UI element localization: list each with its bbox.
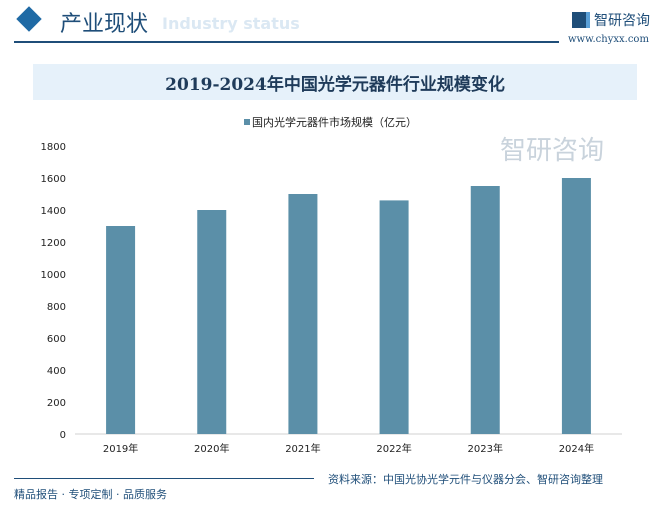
footer-tagline: 精品报告 · 专项定制 · 品质服务 — [14, 488, 167, 501]
x-tick-label: 2020年 — [194, 442, 229, 455]
brand-name: 智研咨询 — [594, 13, 650, 29]
y-tick-label: 1400 — [41, 206, 66, 217]
bar — [470, 186, 500, 434]
bar — [197, 210, 227, 434]
y-tick-label: 1800 — [41, 142, 66, 153]
y-tick-label: 400 — [47, 366, 66, 377]
x-tick-label: 2023年 — [468, 442, 503, 455]
x-tick-label: 2024年 — [559, 442, 594, 455]
watermark: 智研咨询 — [500, 136, 605, 166]
brand-url: www.chyxx.com — [568, 34, 649, 45]
x-tick-label: 2019年 — [103, 442, 138, 455]
x-tick-label: 2022年 — [376, 442, 411, 455]
y-tick-label: 1600 — [41, 174, 66, 185]
header-title: 产业现状 — [60, 12, 149, 37]
bar — [561, 178, 591, 434]
header-subtitle: Industry status — [162, 14, 300, 33]
bar — [379, 200, 409, 434]
x-tick-label: 2021年 — [285, 442, 320, 455]
legend-swatch — [244, 119, 250, 125]
logo-icon — [572, 12, 590, 28]
y-tick-label: 200 — [47, 398, 66, 409]
bar — [288, 194, 318, 434]
chart-title: 2019-2024年中国光学元器件行业规模变化 — [33, 64, 637, 100]
y-tick-label: 1200 — [41, 238, 66, 249]
footer-divider — [14, 478, 314, 479]
legend: 国内光学元器件市场规模（亿元） — [244, 114, 417, 130]
y-tick-label: 0 — [60, 430, 66, 441]
legend-label: 国内光学元器件市场规模（亿元） — [252, 116, 417, 129]
brand-logo: 智研咨询 — [572, 10, 650, 30]
header-divider — [14, 41, 559, 43]
y-tick-label: 600 — [47, 334, 66, 345]
bar — [106, 226, 136, 434]
y-tick-label: 800 — [47, 302, 66, 313]
source-note: 资料来源：中国光协光学元件与仪器分会、智研咨询整理 — [326, 471, 605, 487]
y-tick-label: 1000 — [41, 270, 66, 281]
